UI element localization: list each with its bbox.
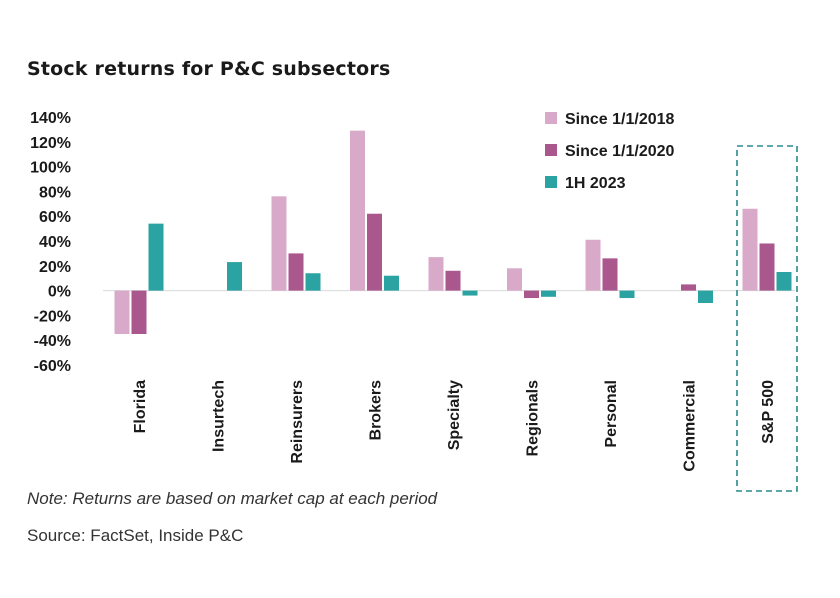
bar-since-2020 <box>681 284 696 291</box>
legend-label: 1H 2023 <box>565 175 626 192</box>
x-category-label: Florida <box>132 380 149 433</box>
bar-since-2020 <box>524 290 539 299</box>
highlight-box-sp500 <box>736 145 798 492</box>
legend-label: Since 1/1/2018 <box>565 111 675 128</box>
y-tick-label: 140% <box>30 110 71 127</box>
legend-swatch <box>545 176 557 188</box>
bar-1h-2023 <box>698 290 713 303</box>
chart-title: Stock returns for P&C subsectors <box>27 58 391 80</box>
x-category-label: Brokers <box>368 380 385 441</box>
bar-since-2020 <box>759 243 775 291</box>
bar-1h-2023 <box>227 262 242 291</box>
bar-1h-2023 <box>619 290 635 299</box>
bar-1h-2023 <box>384 275 399 291</box>
legend-swatch <box>545 112 557 124</box>
x-category-label: Specialty <box>446 380 463 450</box>
bar-1h-2023 <box>776 272 792 291</box>
bar-since-2020 <box>367 213 382 291</box>
bar-since-2020 <box>445 270 461 291</box>
bar-since-2018 <box>271 196 287 291</box>
legend-label: Since 1/1/2020 <box>565 143 675 160</box>
y-tick-label: -60% <box>34 358 71 375</box>
bar-1h-2023 <box>541 290 556 297</box>
legend-swatch <box>545 144 557 156</box>
chart-source: Source: FactSet, Inside P&C <box>27 526 244 545</box>
bar-1h-2023 <box>148 223 164 291</box>
bar-1h-2023 <box>305 273 321 291</box>
x-category-label: Personal <box>603 380 620 448</box>
bar-since-2018 <box>114 290 130 334</box>
bar-since-2018 <box>428 257 444 291</box>
y-tick-label: -20% <box>34 308 71 325</box>
bar-since-2018 <box>350 130 365 291</box>
bar-since-2020 <box>602 258 618 291</box>
x-category-label: Commercial <box>682 380 699 472</box>
bar-1h-2023 <box>462 290 478 296</box>
y-tick-label: -40% <box>34 333 71 350</box>
y-tick-label: 120% <box>30 135 71 152</box>
x-category-label: Insurtech <box>211 380 228 452</box>
x-category-label: Regionals <box>525 380 542 457</box>
bar-since-2020 <box>288 253 304 291</box>
y-tick-label: 40% <box>39 234 71 251</box>
y-tick-label: 80% <box>39 184 71 201</box>
y-tick-label: 60% <box>39 209 71 226</box>
y-tick-label: 20% <box>39 259 71 276</box>
x-category-label: Reinsurers <box>289 380 306 464</box>
bar-since-2018 <box>507 268 522 291</box>
bar-since-2018 <box>585 239 601 291</box>
x-category-label: S&P 500 <box>760 380 777 444</box>
bar-since-2020 <box>131 290 147 334</box>
y-tick-label: 0% <box>48 284 71 301</box>
bar-since-2018 <box>742 208 758 291</box>
chart-note: Note: Returns are based on market cap at… <box>27 489 438 508</box>
y-tick-label: 100% <box>30 160 71 177</box>
